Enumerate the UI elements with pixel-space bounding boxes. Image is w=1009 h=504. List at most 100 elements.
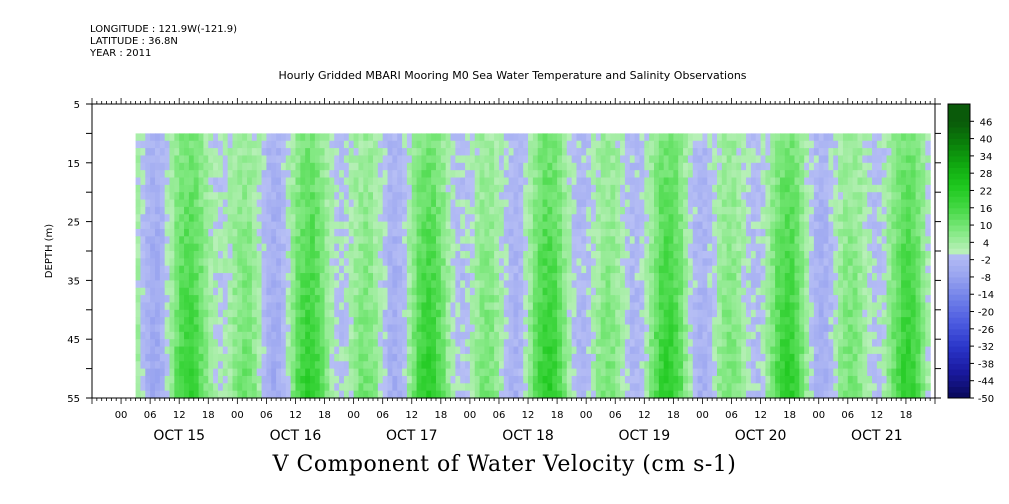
heat-cell bbox=[271, 221, 277, 230]
heat-cell bbox=[615, 375, 621, 384]
heat-cell bbox=[150, 339, 156, 348]
heat-cell bbox=[605, 287, 611, 296]
heat-cell bbox=[591, 361, 597, 370]
heat-cell bbox=[319, 361, 326, 370]
heat-cell bbox=[251, 331, 258, 340]
heat-cell bbox=[697, 192, 704, 201]
heat-cell bbox=[678, 236, 684, 245]
heat-cell bbox=[179, 383, 185, 392]
heat-cell bbox=[523, 162, 529, 171]
heat-cell bbox=[784, 302, 791, 311]
heat-cell bbox=[222, 192, 229, 201]
heat-cell bbox=[387, 155, 393, 164]
heat-cell bbox=[595, 133, 602, 142]
heat-cell bbox=[750, 148, 757, 157]
heat-cell bbox=[668, 251, 674, 259]
heat-cell bbox=[591, 199, 597, 208]
heat-cell bbox=[373, 302, 379, 311]
heat-cell bbox=[411, 140, 418, 149]
heat-cell bbox=[377, 302, 384, 311]
heat-cell bbox=[416, 251, 423, 259]
heat-cell bbox=[639, 383, 645, 392]
heat-cell bbox=[290, 162, 297, 171]
heat-cell bbox=[285, 302, 292, 311]
heat-cell bbox=[707, 295, 713, 304]
heat-cell bbox=[687, 199, 694, 208]
heat-cell bbox=[135, 295, 142, 304]
heat-cell bbox=[159, 155, 166, 164]
heat-cell bbox=[368, 273, 374, 281]
heat-cell bbox=[421, 317, 427, 326]
heat-cell bbox=[305, 368, 311, 377]
heat-cell bbox=[440, 361, 447, 370]
heat-cell bbox=[726, 302, 733, 311]
heat-cell bbox=[658, 214, 665, 223]
heat-cell bbox=[726, 287, 733, 296]
heat-cell bbox=[179, 317, 185, 326]
heat-cell bbox=[276, 170, 282, 179]
heat-cell bbox=[271, 140, 277, 149]
heat-cell bbox=[678, 273, 684, 281]
heat-cell bbox=[537, 192, 544, 201]
heat-cell bbox=[707, 265, 713, 274]
heat-cell bbox=[547, 339, 553, 348]
heat-cell bbox=[746, 317, 752, 326]
heat-cell bbox=[174, 361, 180, 370]
heat-cell bbox=[154, 170, 161, 179]
heat-cell bbox=[237, 339, 243, 348]
heat-cell bbox=[750, 287, 757, 296]
heat-cell bbox=[746, 280, 752, 289]
heat-cell bbox=[765, 302, 771, 311]
heat-cell bbox=[586, 221, 592, 230]
heat-cell bbox=[363, 199, 369, 208]
heat-cell bbox=[217, 177, 224, 186]
heat-cell bbox=[678, 243, 684, 252]
heat-cell bbox=[431, 251, 437, 259]
heat-cell bbox=[494, 155, 500, 164]
heat-cell bbox=[377, 251, 384, 259]
heat-cell bbox=[266, 302, 272, 311]
heat-cell bbox=[242, 258, 248, 267]
heat-cell bbox=[247, 177, 253, 186]
heat-cell bbox=[799, 331, 805, 340]
heat-cell bbox=[295, 133, 301, 142]
heat-cell bbox=[770, 375, 776, 384]
heat-cell bbox=[610, 309, 616, 318]
heat-cell bbox=[261, 390, 268, 399]
heat-cell bbox=[600, 133, 607, 142]
heat-cell bbox=[455, 331, 461, 340]
heat-cell bbox=[251, 368, 258, 377]
heat-cell bbox=[140, 368, 146, 377]
heat-cell bbox=[266, 251, 272, 259]
heat-cell bbox=[435, 192, 442, 201]
heat-cell bbox=[237, 375, 243, 384]
heat-cell bbox=[174, 206, 180, 215]
heat-cell bbox=[377, 331, 384, 340]
heat-cell bbox=[295, 339, 301, 348]
heat-cell bbox=[503, 170, 510, 179]
heat-cell bbox=[644, 251, 650, 259]
heat-cell bbox=[794, 148, 800, 157]
heat-cell bbox=[368, 199, 374, 208]
heat-cell bbox=[435, 265, 442, 274]
heat-cell bbox=[600, 206, 607, 215]
heat-cell bbox=[358, 140, 364, 149]
heat-cell bbox=[799, 206, 805, 215]
heat-cell bbox=[726, 206, 733, 215]
heat-cell bbox=[770, 199, 776, 208]
heat-cell bbox=[266, 368, 272, 377]
heat-cell bbox=[654, 155, 660, 164]
heat-cell bbox=[673, 368, 679, 377]
heat-cell bbox=[508, 228, 515, 237]
heat-cell bbox=[290, 251, 297, 259]
heat-cell bbox=[474, 258, 481, 267]
heat-cell bbox=[629, 192, 636, 201]
heat-cell bbox=[426, 361, 432, 370]
heat-cell bbox=[222, 368, 229, 377]
heat-cell bbox=[232, 331, 238, 340]
heat-cell bbox=[184, 368, 190, 377]
heat-cell bbox=[760, 133, 767, 142]
heat-cell bbox=[673, 170, 679, 179]
heat-cell bbox=[765, 162, 771, 171]
heat-cell bbox=[411, 331, 418, 340]
